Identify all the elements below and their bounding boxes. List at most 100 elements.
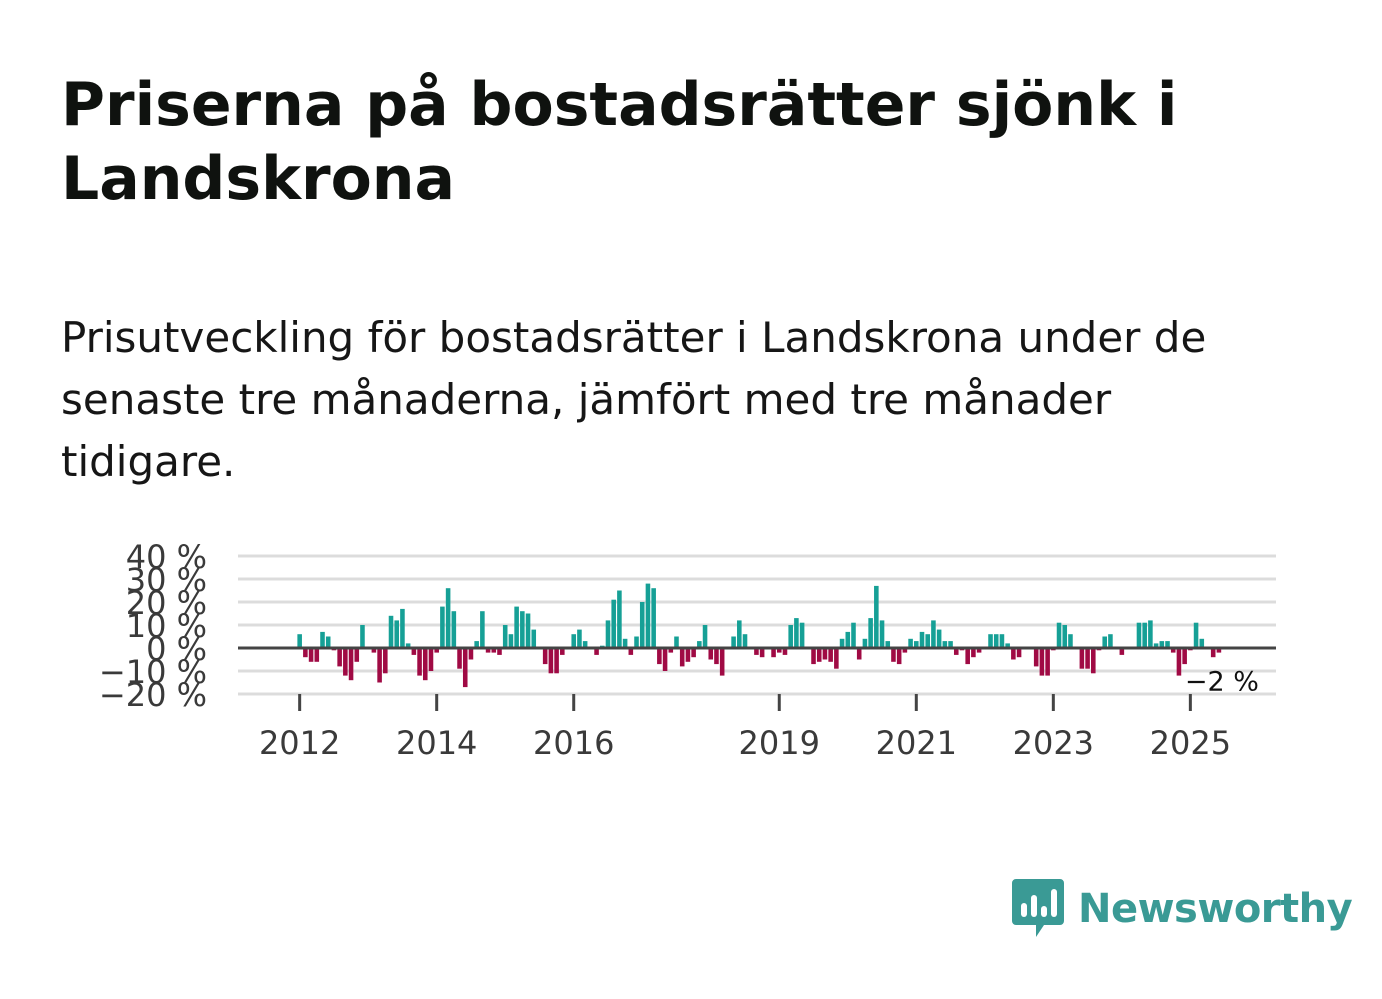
bar [314, 648, 320, 662]
bar [908, 638, 913, 648]
bar [816, 648, 822, 662]
bar [480, 611, 485, 648]
bar [885, 641, 891, 648]
bar [417, 648, 422, 676]
bar [560, 648, 565, 655]
bar [445, 588, 451, 648]
bar [794, 618, 799, 648]
bar [514, 606, 519, 648]
bar [411, 648, 417, 655]
bar [702, 625, 708, 648]
y-tick-label: −10 % [99, 653, 207, 691]
bar [1011, 648, 1016, 660]
bar [914, 641, 919, 648]
bar [337, 648, 342, 667]
bar [360, 625, 365, 648]
bar [400, 608, 405, 648]
bar [845, 631, 851, 648]
x-tick-label: 2014 [396, 724, 477, 762]
bar [405, 643, 411, 648]
bar [714, 648, 719, 665]
bar [1016, 648, 1022, 658]
bar [862, 638, 868, 648]
bar [1136, 622, 1142, 648]
bar [605, 620, 611, 648]
bar [759, 648, 765, 658]
bar [491, 648, 497, 653]
bar [297, 634, 302, 648]
bar [1102, 636, 1107, 648]
bar [993, 634, 999, 648]
bar [1108, 634, 1113, 648]
bar [925, 634, 930, 648]
bar [1062, 625, 1068, 648]
bar [896, 648, 902, 665]
y-tick-label: 20 % [126, 584, 207, 622]
bar [502, 625, 508, 648]
bar [628, 648, 634, 655]
bar [679, 648, 685, 667]
bar [674, 636, 679, 648]
bar [948, 641, 953, 648]
x-tick-label: 2023 [1013, 724, 1094, 762]
bar [799, 622, 805, 648]
bar [1079, 648, 1085, 669]
bar [953, 648, 959, 655]
bar [999, 634, 1005, 648]
bar [617, 590, 622, 648]
bar [662, 648, 668, 671]
bar [1056, 622, 1062, 648]
bar [634, 636, 639, 648]
bar [1210, 648, 1216, 658]
bar [525, 613, 531, 648]
y-tick-label: −20 % [99, 676, 207, 714]
bar [731, 636, 736, 648]
bar [1068, 634, 1073, 648]
bar [497, 648, 502, 655]
axes: 40 %30 %20 %10 %0 %−10 %−20 % 2012 2014 201… [99, 538, 1276, 762]
bar [348, 648, 354, 681]
x-tick-label: 2021 [876, 724, 957, 762]
bar [919, 631, 925, 648]
bar [936, 629, 942, 648]
bar [668, 648, 674, 653]
bar [708, 648, 714, 660]
bar [782, 648, 788, 655]
y-tick-label: 0 % [146, 630, 207, 668]
bar [856, 648, 862, 660]
bar [902, 648, 908, 653]
bar [839, 638, 845, 648]
bar [611, 599, 616, 648]
bar [719, 648, 725, 676]
bar [1170, 648, 1176, 653]
bar [942, 641, 948, 648]
bar [965, 648, 970, 665]
bar [879, 620, 885, 648]
bar [422, 648, 428, 681]
bar [1193, 622, 1199, 648]
bar [1159, 641, 1165, 648]
bar [1148, 620, 1153, 648]
bar [354, 648, 360, 662]
bar [577, 629, 582, 648]
bar [548, 648, 554, 674]
bar [320, 631, 325, 648]
bar [657, 648, 662, 665]
bar-chart: 40 %30 %20 %10 %0 %−10 %−20 % 2012 2014 201… [99, 538, 1276, 762]
bar [1176, 648, 1182, 676]
bar [485, 648, 491, 653]
bar [1119, 648, 1125, 655]
y-tick-label: 30 % [126, 561, 207, 599]
bar [1005, 643, 1010, 648]
bar [434, 648, 439, 653]
bar [874, 585, 879, 648]
bar [468, 648, 474, 660]
x-tick-label: 2019 [739, 724, 820, 762]
bar [685, 648, 691, 662]
y-tick-label: 10 % [126, 607, 207, 645]
bar [754, 648, 759, 655]
bar [582, 641, 588, 648]
bar [1045, 648, 1050, 676]
bar [1039, 648, 1045, 676]
newsworthy-logo: Newsworthy [1010, 877, 1353, 941]
